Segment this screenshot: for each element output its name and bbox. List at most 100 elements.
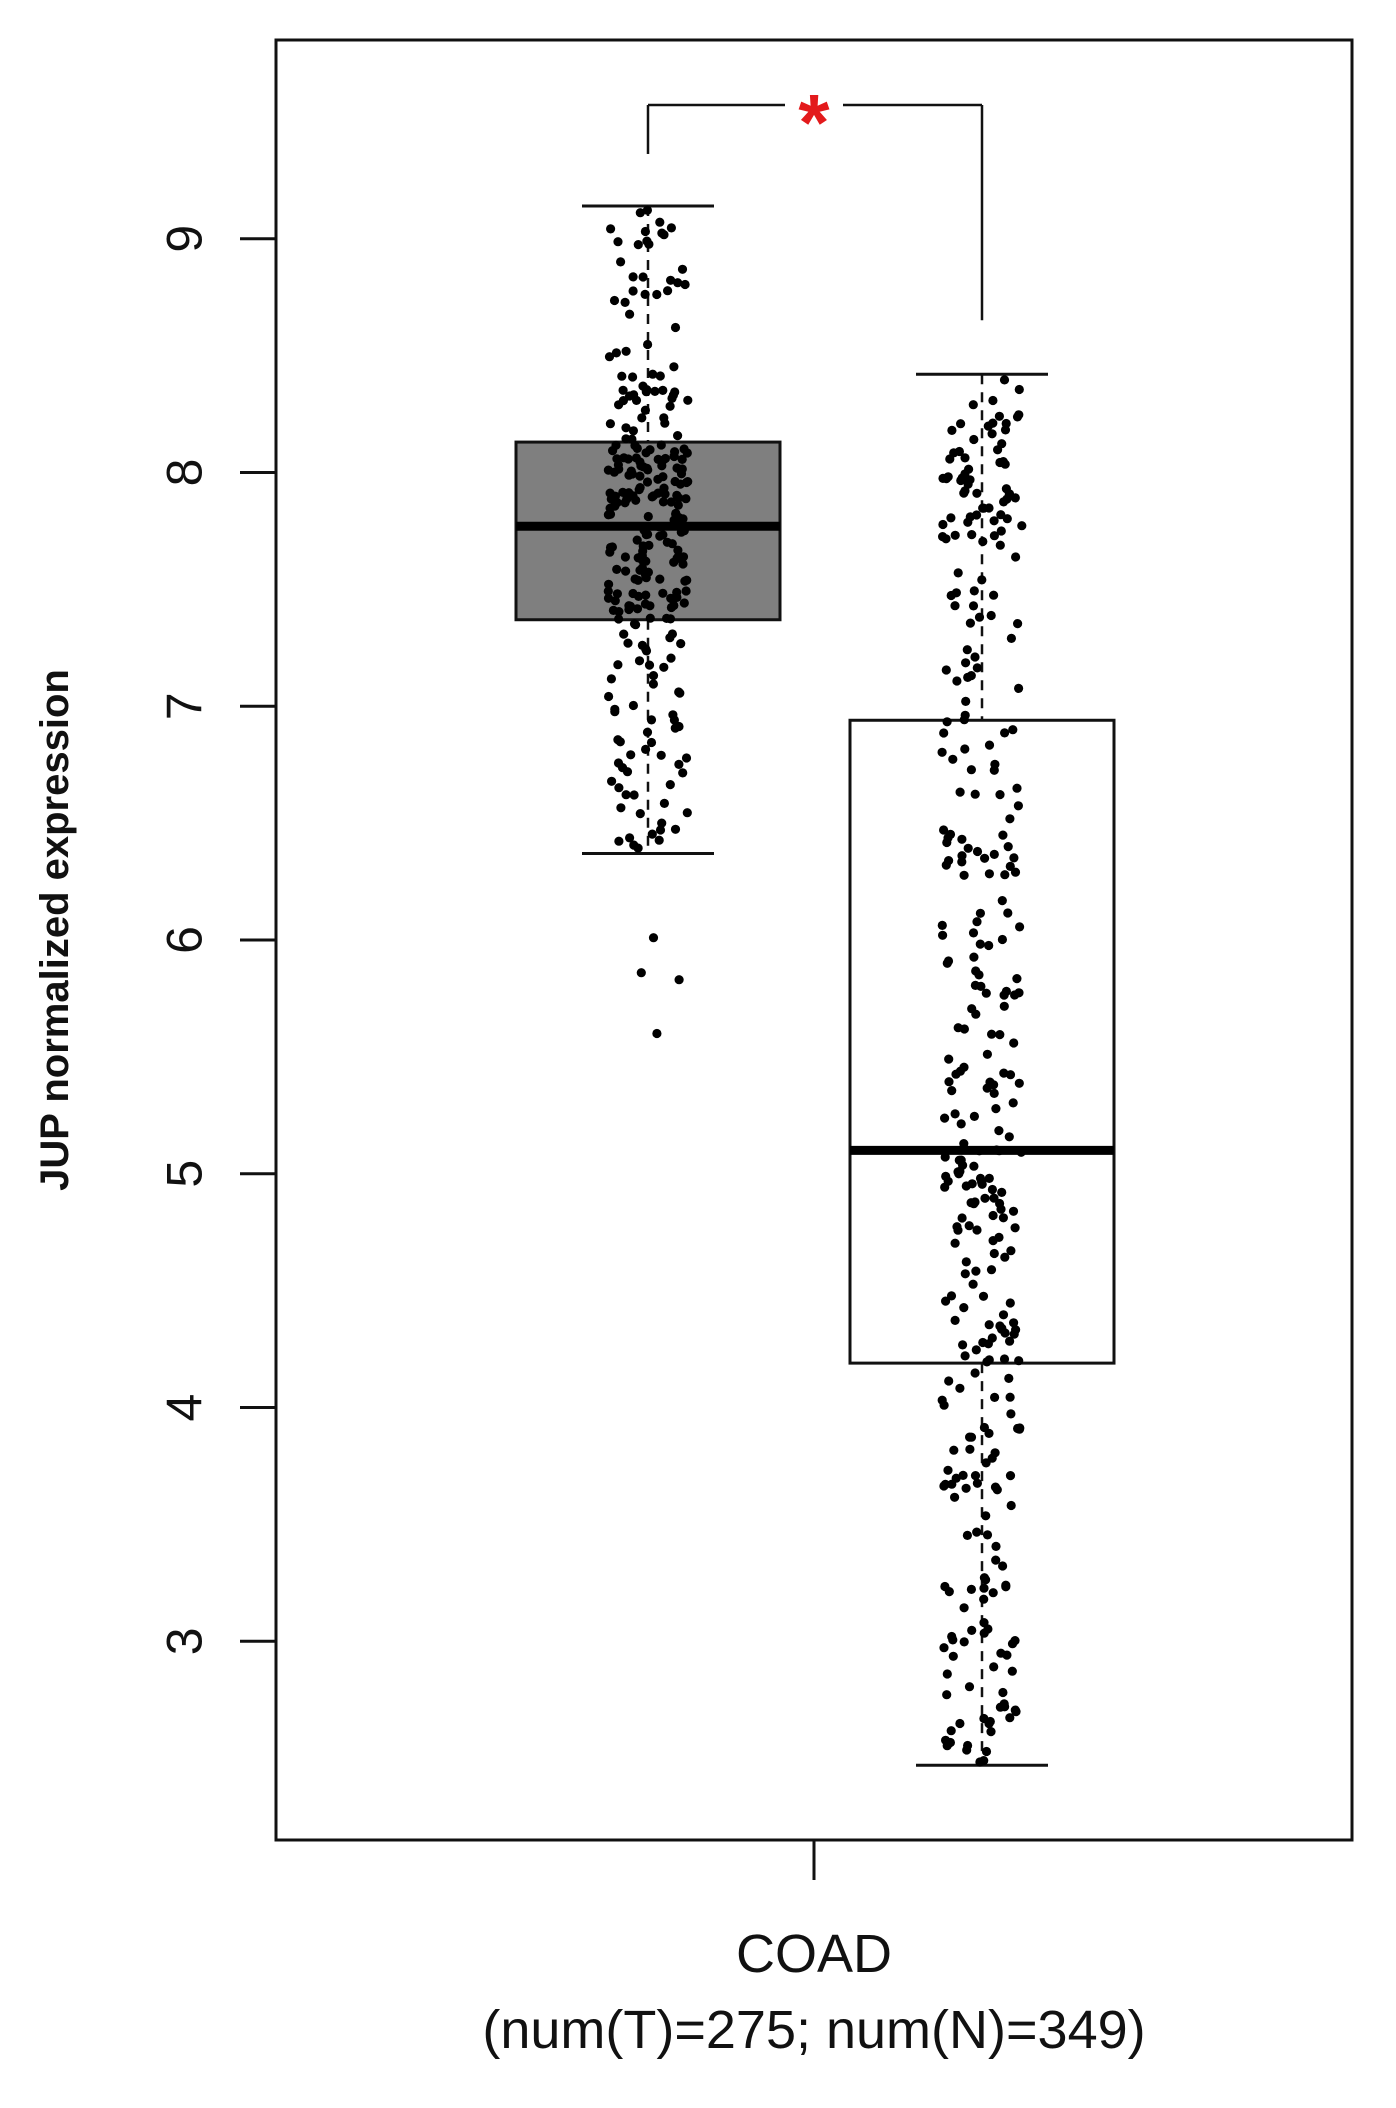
data-point-N [981,988,991,998]
data-point-N [968,400,978,410]
data-point-T [669,362,679,372]
data-point-T [628,272,638,282]
data-point-T [625,309,635,319]
data-point-N [989,531,1000,541]
y-tick-label: 4 [157,1394,213,1422]
data-point-N [988,1210,998,1221]
data-point-N [955,1166,965,1176]
data-point-N [974,612,985,622]
data-point-T [641,590,651,600]
data-point-T [610,596,620,606]
data-point-N [982,1049,993,1059]
data-point-T [642,477,653,487]
data-point-T [624,604,634,615]
data-point-N [980,1193,990,1203]
data-point-T [628,700,639,711]
data-point-N [1014,683,1024,694]
data-point-N [1006,1246,1016,1256]
data-point-N [937,747,947,757]
data-point-N [1005,1471,1016,1481]
data-point-N [972,488,982,498]
data-point-N [964,1682,975,1692]
data-point-N [957,1213,967,1223]
data-point-N [939,825,949,835]
data-point-N [989,590,999,600]
outlier-point-T [648,933,659,943]
data-point-N [999,990,1009,1000]
plot-frame [274,38,1354,1842]
data-point-N [968,928,979,938]
data-point-N [952,676,962,686]
data-point-N [969,586,979,596]
data-point-N [962,1530,973,1540]
data-point-N [943,472,953,482]
data-point-T [637,640,648,651]
data-point-N [947,425,957,435]
data-point-N [944,1376,954,1386]
data-point-N [1011,1325,1021,1335]
data-point-N [951,1069,961,1079]
data-point-T [609,295,620,306]
data-point-N [947,1479,957,1489]
data-point-T [604,691,614,702]
data-point-T [682,808,692,818]
data-point-T [640,289,650,299]
data-point-N [961,1483,971,1493]
data-point-N [997,896,1007,906]
data-point-T [670,723,680,733]
data-point-T [680,279,690,290]
data-point-N [975,908,986,918]
data-point-T [650,386,660,396]
data-point-N [938,930,948,940]
data-point-T [654,522,664,532]
data-point-T [681,494,691,504]
data-point-T [610,707,620,717]
data-point-T [683,395,693,405]
data-point-N [972,1527,982,1537]
data-point-N [939,728,949,738]
data-point-N [1000,870,1010,880]
data-point-N [978,536,988,547]
data-point-N [1012,783,1022,793]
data-point-N [979,1756,989,1766]
data-point-N [968,601,979,611]
data-point-T [673,500,683,510]
data-point-N [950,1109,960,1119]
data-point-T [614,783,624,793]
data-point-N [959,870,969,880]
data-point-T [655,371,665,381]
data-point-T [670,824,681,834]
data-point-T [640,405,651,415]
data-point-T [605,488,615,498]
data-point-T [616,257,626,267]
data-point-T [620,297,630,307]
data-point-N [982,1530,993,1540]
data-point-N [961,696,971,707]
data-point-N [961,658,971,668]
data-point-T [626,750,636,760]
data-point-T [660,453,671,464]
data-point-N [1012,974,1022,984]
data-point-N [955,787,965,797]
data-point-N [995,540,1005,550]
data-point-T [640,599,651,609]
data-point-N [969,1111,980,1121]
data-point-T [674,759,684,770]
data-point-N [963,517,973,527]
data-point-N [938,532,948,542]
data-point-T [648,671,659,681]
data-point-N [989,1662,999,1672]
data-point-T [656,440,666,450]
x-category-subtitle: (num(T)=275; num(N)=349) [482,2000,1145,2060]
data-point-T [618,385,628,395]
data-point-N [1003,908,1013,918]
data-point-N [996,526,1006,536]
data-point-N [998,1213,1009,1223]
data-point-N [965,618,976,628]
data-point-N [941,665,951,675]
data-point-N [978,1291,989,1301]
data-point-T [678,514,688,524]
data-point-N [1010,867,1021,877]
data-point-N [948,754,958,764]
data-point-T [646,737,657,748]
